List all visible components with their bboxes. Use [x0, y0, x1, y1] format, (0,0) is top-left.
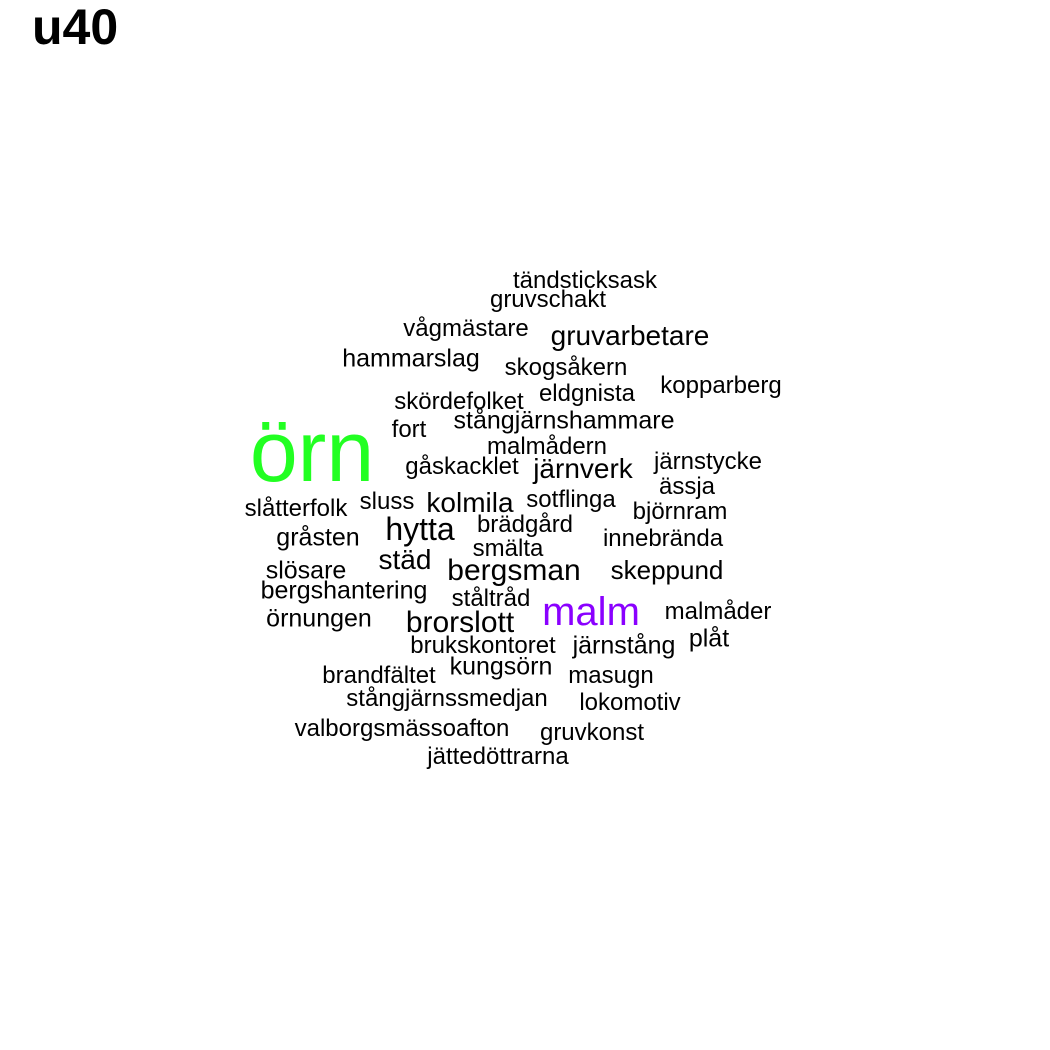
word-cloud-word: hytta — [385, 511, 455, 547]
word-cloud-word: lokomotiv — [579, 689, 681, 716]
word-cloud-word: masugn — [568, 662, 654, 689]
word-cloud-word: brädgård — [476, 511, 574, 538]
word-cloud-word: stångjärnshammare — [453, 406, 675, 435]
word-cloud-word: stångjärnssmedjan — [346, 685, 548, 712]
word-cloud-word: hammarslag — [342, 344, 480, 373]
word-cloud-word: skogsåkern — [504, 354, 628, 381]
word-cloud-word: brandfältet — [322, 662, 436, 689]
word-cloud-word: gråsten — [276, 523, 360, 552]
word-cloud-word: bergsman — [447, 554, 581, 587]
word-cloud-word: malmådern — [486, 433, 608, 460]
word-cloud-word: gruvarbetare — [550, 320, 710, 351]
word-cloud-word: städ — [378, 544, 432, 575]
word-cloud-word: gåskacklet — [405, 453, 519, 480]
word-cloud-word: ståltråd — [451, 585, 531, 612]
word-cloud-word: kopparberg — [660, 372, 782, 399]
word-cloud-word: brukskontoret — [410, 632, 556, 659]
plot-title: u40 — [32, 0, 119, 55]
word-cloud-word: malm — [542, 590, 640, 634]
word-cloud-word: kolmila — [426, 487, 514, 518]
word-cloud-word: gruvschakt — [489, 286, 607, 313]
word-cloud-word: slösare — [265, 556, 347, 585]
word-cloud-word: järnstycke — [653, 448, 763, 475]
word-cloud-word: eldgnista — [538, 380, 636, 407]
word-cloud-word: björnram — [632, 498, 728, 525]
word-cloud-word: valborgsmässoafton — [294, 715, 510, 742]
word-cloud-word: slåtterfolk — [244, 495, 348, 522]
word-cloud-word: vågmästare — [403, 315, 529, 342]
word-cloud-word: gruvkonst — [539, 719, 645, 746]
word-cloud-word: skeppund — [610, 555, 724, 585]
word-cloud-word: örn — [249, 404, 375, 500]
word-cloud-word: innebrända — [602, 525, 724, 552]
word-cloud-word: smälta — [472, 535, 544, 562]
word-cloud-word: örnungen — [266, 604, 372, 633]
word-cloud-word: järnverk — [533, 453, 633, 484]
word-cloud-word: ässja — [658, 473, 716, 500]
word-cloud-word: malmåder — [664, 598, 772, 625]
word-cloud-word: sotflinga — [526, 486, 616, 513]
word-cloud-word: tändsticksask — [512, 267, 658, 294]
word-cloud-word: brorslott — [405, 606, 515, 639]
word-cloud-word: sluss — [359, 488, 415, 515]
word-cloud-word: kungsörn — [449, 652, 553, 681]
word-cloud-word: järnstång — [572, 631, 676, 660]
word-cloud-word: jättedöttrarna — [427, 743, 569, 770]
word-cloud-word: skördefolket — [394, 388, 524, 415]
word-cloud-word: plåt — [688, 624, 730, 653]
word-cloud-word: fort — [391, 416, 427, 443]
word-cloud-word: bergshantering — [260, 576, 428, 605]
